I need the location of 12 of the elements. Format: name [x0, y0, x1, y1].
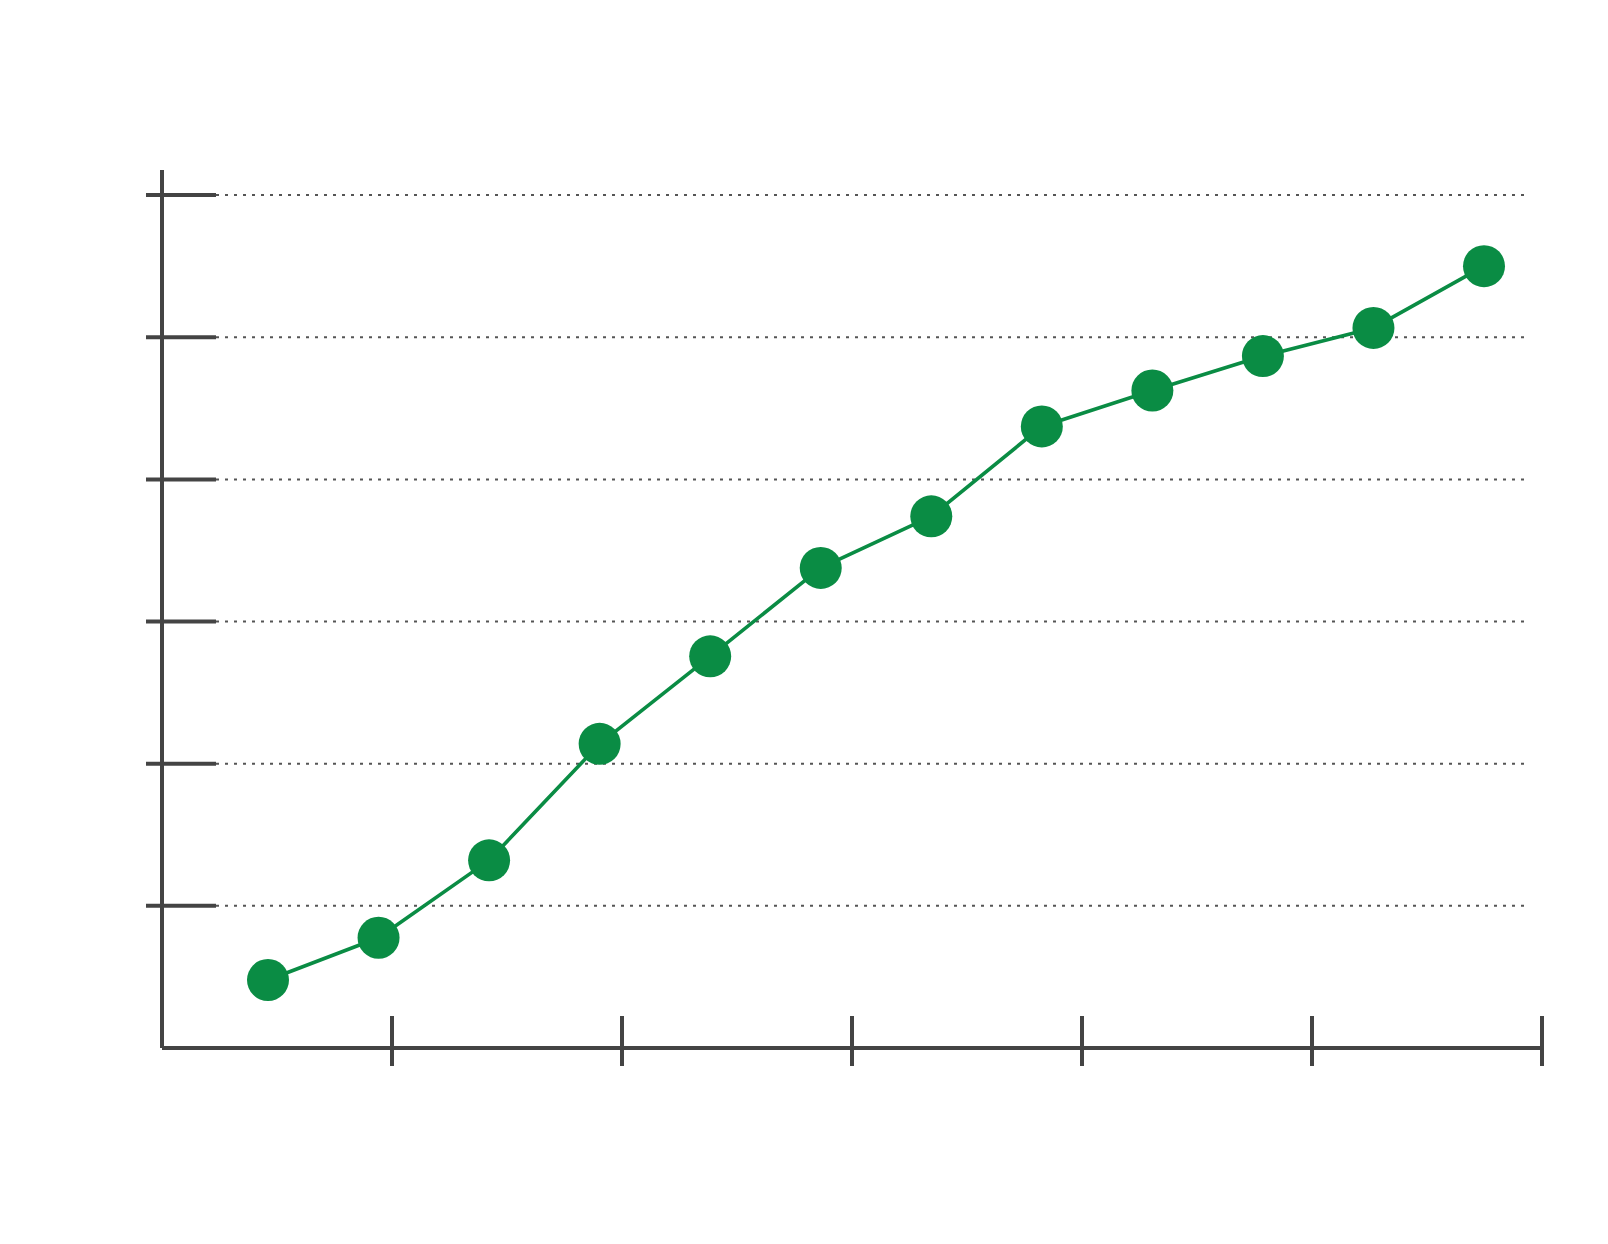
point: [357, 916, 400, 959]
point: [689, 635, 732, 678]
point: [1241, 335, 1284, 378]
point: [578, 722, 621, 765]
point: [1352, 306, 1395, 349]
point: [799, 546, 842, 589]
point: [1131, 369, 1174, 412]
point: [1020, 405, 1063, 448]
point: [1463, 245, 1505, 288]
point: [247, 958, 289, 1001]
point: [910, 495, 953, 538]
point: [468, 839, 511, 882]
